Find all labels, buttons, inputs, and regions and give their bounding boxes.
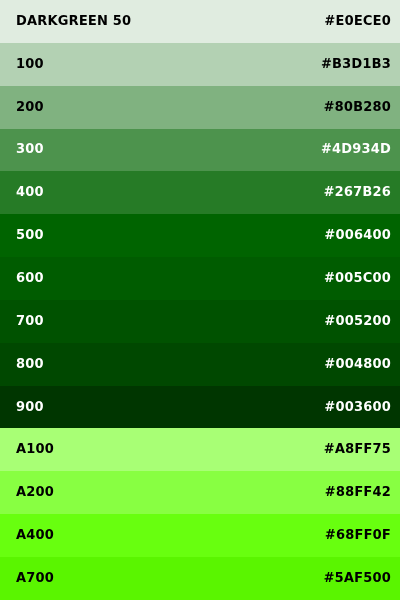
swatch-name: 600 bbox=[16, 270, 44, 286]
swatch-name: 400 bbox=[16, 185, 44, 201]
swatch-700: 700 #005200 bbox=[0, 299, 400, 343]
swatch-name: A700 bbox=[16, 570, 54, 586]
swatch-900: 900 #003600 bbox=[0, 385, 400, 429]
swatch-name: 200 bbox=[16, 99, 44, 115]
swatch-800: 800 #004800 bbox=[0, 342, 400, 386]
swatch-hex: #88FF42 bbox=[324, 485, 391, 501]
swatch-name: A400 bbox=[16, 528, 54, 544]
swatch-500: 500 #006400 bbox=[0, 214, 400, 258]
swatch-hex: #4D934D bbox=[320, 142, 391, 158]
swatch-200: 200 #80B280 bbox=[0, 85, 400, 129]
swatch-hex: #005C00 bbox=[323, 270, 391, 286]
swatch-400: 400 #267B26 bbox=[0, 171, 400, 215]
swatch-name: A200 bbox=[16, 485, 54, 501]
swatch-a200: A200 #88FF42 bbox=[0, 471, 400, 515]
swatch-100: 100 #B3D1B3 bbox=[0, 42, 400, 86]
swatch-name: 900 bbox=[16, 399, 44, 415]
swatch-hex: #267B26 bbox=[323, 185, 391, 201]
swatch-name: 100 bbox=[16, 56, 44, 72]
swatch-hex: #006400 bbox=[324, 228, 391, 244]
swatch-name: 300 bbox=[16, 142, 44, 158]
swatch-hex: #A8FF75 bbox=[323, 442, 391, 458]
swatch-name: A100 bbox=[16, 442, 54, 458]
swatch-hex: #003600 bbox=[324, 399, 391, 415]
swatch-hex: #005200 bbox=[324, 313, 391, 329]
swatch-300: 300 #4D934D bbox=[0, 128, 400, 172]
swatch-hex: #B3D1B3 bbox=[320, 56, 391, 72]
swatch-hex: #80B280 bbox=[323, 99, 391, 115]
swatch-a700: A700 #5AF500 bbox=[0, 556, 400, 600]
swatch-name: 800 bbox=[16, 356, 44, 372]
swatch-hex: #004800 bbox=[324, 356, 391, 372]
swatch-name: 700 bbox=[16, 313, 44, 329]
swatch-hex: #E0ECE0 bbox=[324, 13, 391, 29]
swatch-hex: #5AF500 bbox=[323, 570, 391, 586]
swatch-a400: A400 #68FF0F bbox=[0, 514, 400, 557]
swatch-name: DARKGREEN 50 bbox=[16, 13, 132, 29]
swatch-50: DARKGREEN 50 #E0ECE0 bbox=[0, 0, 400, 43]
swatch-600: 600 #005C00 bbox=[0, 257, 400, 300]
swatch-a100: A100 #A8FF75 bbox=[0, 428, 400, 472]
swatch-hex: #68FF0F bbox=[324, 528, 391, 544]
swatch-name: 500 bbox=[16, 228, 44, 244]
